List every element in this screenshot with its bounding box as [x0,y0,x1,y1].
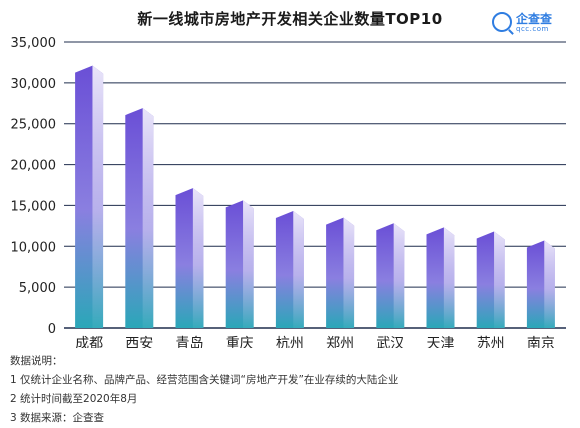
bar-side [494,231,505,328]
x-tick-label: 西安 [125,336,153,348]
bar-side [243,200,254,328]
y-tick-label: 25,000 [11,118,57,133]
bar-side [293,211,304,328]
chart-title: 新一线城市房地产开发相关企业数量TOP10 [137,10,443,28]
x-tick-label: 郑州 [326,336,354,348]
y-tick-label: 5,000 [19,281,56,296]
bar-chart: 0 5,000 10,000 15,000 20,000 25,000 30,000 35,0… [11,36,566,348]
x-tick-label: 武汉 [376,336,404,348]
x-tick-label: 天津 [427,336,455,348]
bar-side [192,188,204,328]
magnifier-icon [492,12,512,32]
notes-line-3: 3 数据来源：企查查 [10,412,105,424]
logo-name: 企查查 [516,12,553,26]
bar-side [544,240,555,328]
bar-side [343,217,355,328]
bar-side [142,108,154,328]
x-tick-label: 青岛 [176,336,204,348]
y-tick-label: 35,000 [11,36,57,51]
x-tick-label: 杭州 [276,336,304,348]
y-tick-label: 30,000 [11,77,57,92]
qcc-logo: 企查查 qcc.com [492,10,572,38]
x-tick-label: 南京 [527,336,555,348]
x-tick-label: 成都 [75,336,103,348]
notes-line-2: 2 统计时间截至2020年8月 [10,393,138,405]
x-tick-label: 重庆 [226,336,254,348]
notes-line-1: 1 仅统计企业名称、品牌产品、经营范围含关键词“房地产开发”在业存续的大陆企业 [10,374,399,386]
y-tick-label: 0 [48,322,56,337]
y-tick-label: 15,000 [11,199,57,214]
logo-sub: qcc.com [516,25,549,33]
x-tick-label: 苏州 [477,336,505,348]
bar-side [393,223,405,328]
y-tick-label: 10,000 [11,240,57,255]
y-tick-label: 20,000 [11,159,57,174]
bar-side [443,227,455,328]
bar-side [92,65,104,328]
notes-heading: 数据说明： [10,355,63,367]
data-notes: 数据说明： 1 仅统计企业名称、品牌产品、经营范围含关键词“房地产开发”在业存续… [10,352,398,428]
